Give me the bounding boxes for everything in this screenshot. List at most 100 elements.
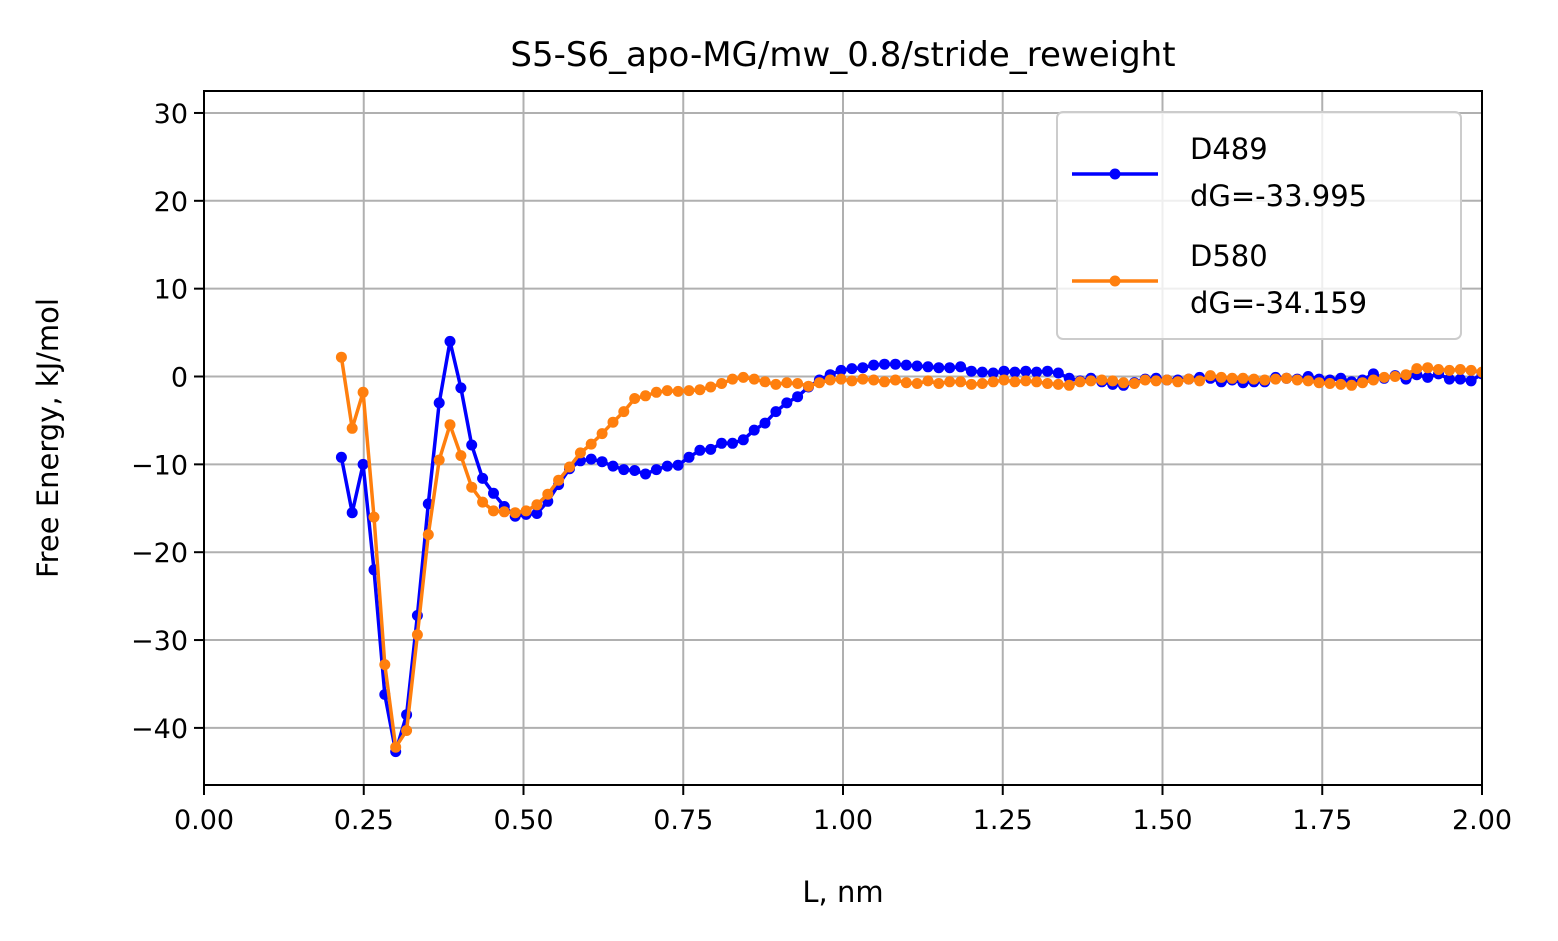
data-point-d580	[542, 488, 554, 500]
data-point-d489	[705, 443, 717, 455]
data-point-d580	[1302, 375, 1314, 387]
data-point-d580	[607, 416, 619, 428]
data-point-d580	[1063, 379, 1075, 391]
data-point-d489	[1042, 365, 1053, 377]
data-point-d580	[1161, 374, 1173, 386]
data-point-d580	[1281, 372, 1292, 384]
data-point-d580	[574, 447, 586, 459]
data-point-d580	[889, 374, 901, 386]
data-point-d580	[1291, 374, 1303, 386]
data-point-d580	[1226, 372, 1238, 384]
data-point-d580	[1074, 376, 1086, 388]
data-point-d580	[477, 496, 489, 508]
data-point-d580	[792, 378, 804, 389]
data-point-d580	[509, 507, 521, 519]
y-tick-label: 30	[154, 99, 188, 130]
data-point-d489	[607, 460, 619, 472]
x-tick-label: 1.50	[1132, 805, 1192, 836]
data-point-d580	[1411, 363, 1423, 375]
data-point-d489	[889, 358, 901, 370]
data-point-d580	[748, 373, 760, 385]
data-point-d580	[618, 406, 630, 418]
data-point-d580	[868, 374, 880, 386]
data-point-d580	[759, 376, 771, 388]
data-point-d580	[1248, 373, 1260, 385]
data-point-d580	[379, 659, 391, 671]
data-point-d580	[716, 378, 728, 389]
x-tick-label: 0.00	[174, 805, 234, 836]
data-point-d580	[444, 419, 456, 431]
data-point-d580	[488, 505, 499, 517]
data-point-d489	[444, 335, 456, 347]
data-point-d489	[879, 358, 890, 370]
data-point-d489	[661, 460, 673, 472]
data-point-d580	[879, 376, 890, 388]
x-tick-label: 0.50	[493, 805, 553, 836]
data-point-d489	[531, 508, 543, 519]
data-point-d580	[531, 499, 543, 511]
data-point-d489	[911, 360, 923, 372]
legend: D489 dG=-33.995 D580 dG=-34.159	[1056, 111, 1462, 340]
data-point-d489	[965, 365, 977, 377]
x-tick-label: 1.00	[813, 805, 873, 836]
data-point-d580	[1096, 374, 1108, 386]
x-tick-label: 1.25	[973, 805, 1033, 836]
data-point-d580	[346, 422, 358, 434]
data-point-d580	[466, 481, 478, 493]
data-point-d580	[1118, 377, 1129, 389]
data-point-d489	[683, 451, 695, 463]
data-point-d580	[1476, 366, 1482, 378]
y-tick-label: −40	[131, 714, 188, 745]
data-point-d580	[1465, 364, 1477, 376]
y-tick-label: 10	[154, 275, 188, 306]
data-point-d580	[737, 371, 749, 383]
data-point-d580	[705, 381, 717, 393]
x-tick-label: 1.75	[1292, 805, 1352, 836]
data-point-d580	[433, 454, 445, 466]
data-point-d489	[618, 464, 630, 476]
data-point-d580	[1422, 362, 1434, 374]
data-point-d489	[770, 406, 782, 418]
data-point-d489	[335, 451, 347, 463]
data-point-d580	[955, 376, 967, 388]
data-point-d580	[1042, 378, 1053, 389]
data-point-d489	[748, 424, 760, 436]
data-point-d580	[1020, 375, 1032, 387]
legend-marker-d489	[1109, 168, 1121, 180]
data-point-d489	[716, 437, 728, 449]
data-point-d580	[585, 438, 597, 450]
data-point-d489	[455, 382, 467, 394]
data-point-d580	[944, 376, 956, 388]
data-point-d580	[1150, 375, 1162, 387]
data-point-d580	[976, 378, 988, 389]
data-point-d489	[987, 367, 999, 379]
data-point-d580	[368, 511, 380, 523]
data-point-d580	[965, 378, 977, 390]
x-tick-label: 0.75	[653, 805, 713, 836]
data-point-d489	[846, 363, 858, 375]
data-point-d489	[900, 359, 912, 371]
data-point-d580	[1270, 373, 1282, 385]
data-point-d580	[629, 393, 641, 404]
data-point-d580	[694, 384, 706, 396]
data-point-d580	[411, 629, 423, 641]
y-tick-label: −30	[131, 626, 188, 657]
data-point-d580	[596, 428, 608, 440]
data-point-d580	[1346, 379, 1358, 391]
data-point-d580	[683, 385, 695, 397]
x-tick-label: 2.00	[1452, 805, 1512, 836]
data-point-d580	[650, 386, 662, 398]
data-point-d580	[922, 375, 934, 387]
data-point-d489	[672, 459, 684, 471]
data-point-d489	[922, 361, 934, 373]
data-point-d580	[803, 380, 814, 392]
data-point-d489	[944, 362, 956, 374]
data-point-d580	[1172, 376, 1184, 388]
data-point-d489	[585, 453, 597, 465]
data-point-d580	[390, 741, 402, 753]
data-point-d580	[1204, 370, 1216, 382]
data-point-d489	[1422, 371, 1434, 383]
data-point-d489	[640, 468, 651, 480]
data-point-d580	[900, 377, 912, 389]
chart-title: S5-S6_apo-MG/mw_0.8/stride_reweight	[510, 35, 1175, 75]
